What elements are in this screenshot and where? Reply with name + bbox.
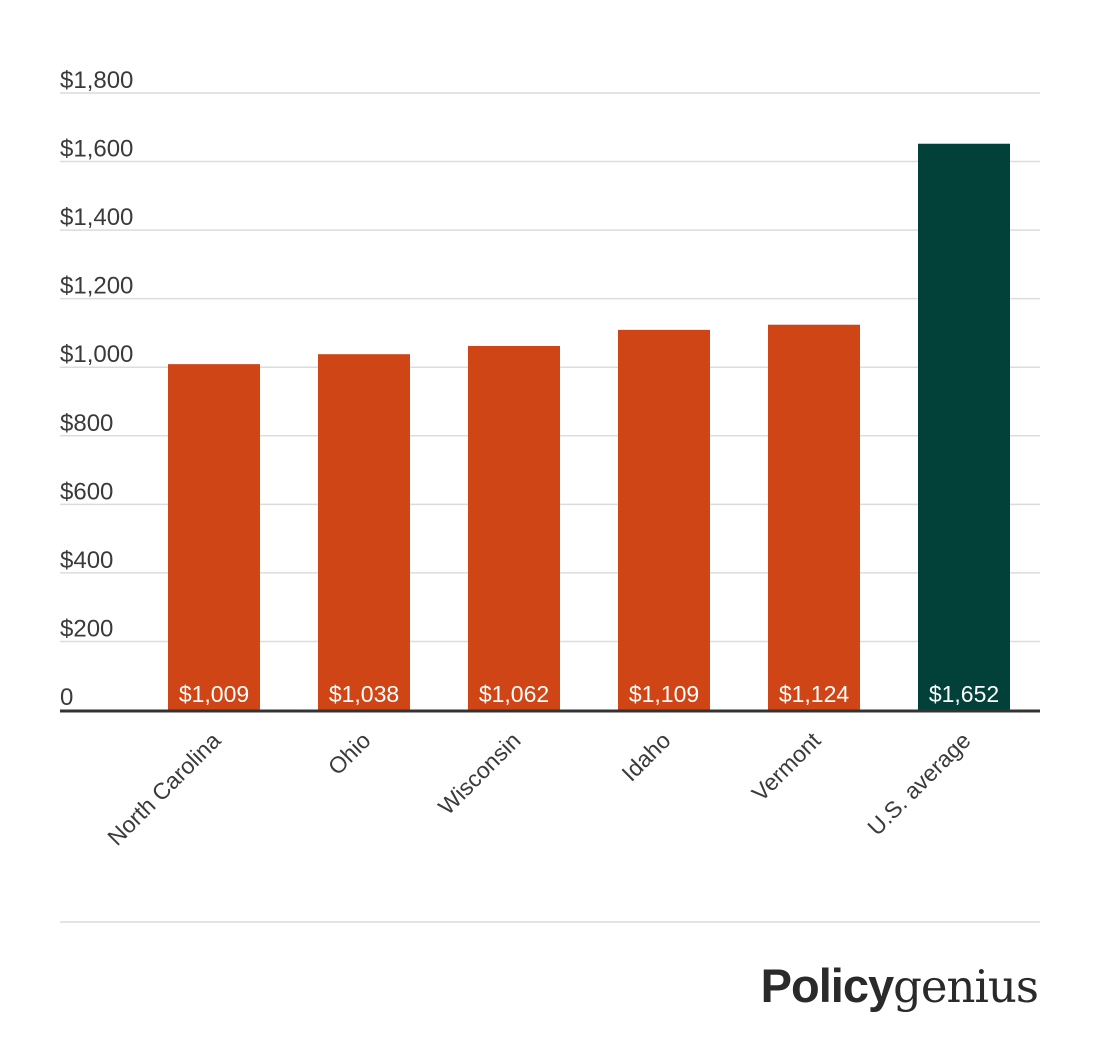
bar-value-label: $1,062	[479, 681, 549, 707]
y-tick-label: $1,400	[60, 204, 133, 231]
y-axis-tick-labels: 0 $200 $400 $600 $800 $1,000 $1,200 $1,400 $1,60…	[60, 67, 133, 711]
y-tick-label: $1,600	[60, 136, 133, 163]
y-tick-label: 0	[60, 684, 73, 711]
bar-value-label: $1,124	[779, 681, 850, 707]
y-tick-label: $1,000	[60, 341, 133, 368]
bar	[468, 345, 560, 710]
category-label: Vermont	[747, 727, 826, 806]
y-tick-label: $600	[60, 478, 113, 505]
bar	[318, 354, 410, 710]
category-label: Idaho	[616, 727, 675, 786]
logo-text-bold: Policy	[760, 959, 894, 1012]
category-label: North Carolina	[102, 727, 225, 850]
y-tick-label: $1,800	[60, 67, 133, 94]
category-label: Ohio	[323, 727, 376, 780]
y-tick-label: $1,200	[60, 273, 133, 300]
y-tick-label: $200	[60, 615, 113, 642]
category-label: U.S. average	[862, 727, 975, 840]
bars	[168, 143, 1010, 711]
y-tick-label: $800	[60, 410, 113, 437]
bar	[168, 364, 260, 710]
policygenius-logo: Policy genius	[760, 958, 1039, 1018]
logo-text-light: genius	[893, 960, 1039, 1013]
bar	[618, 329, 710, 710]
bar-value-label: $1,009	[179, 681, 249, 707]
bar-value-label: $1,652	[929, 681, 999, 707]
bar-chart: 0 $200 $400 $600 $800 $1,000 $1,200 $1,400 $1,60…	[60, 67, 1040, 923]
x-axis-category-labels: North Carolina Ohio Wisconsin Idaho Vermont U…	[102, 727, 975, 851]
bar-value-label: $1,038	[329, 681, 399, 707]
bar-value-label: $1,109	[629, 681, 699, 707]
y-tick-label: $400	[60, 547, 113, 574]
bar	[918, 143, 1010, 711]
bar	[768, 324, 860, 710]
bar-value-labels: $1,009 $1,038 $1,062 $1,109 $1,124 $1,652	[179, 681, 999, 707]
category-label: Wisconsin	[433, 727, 525, 819]
